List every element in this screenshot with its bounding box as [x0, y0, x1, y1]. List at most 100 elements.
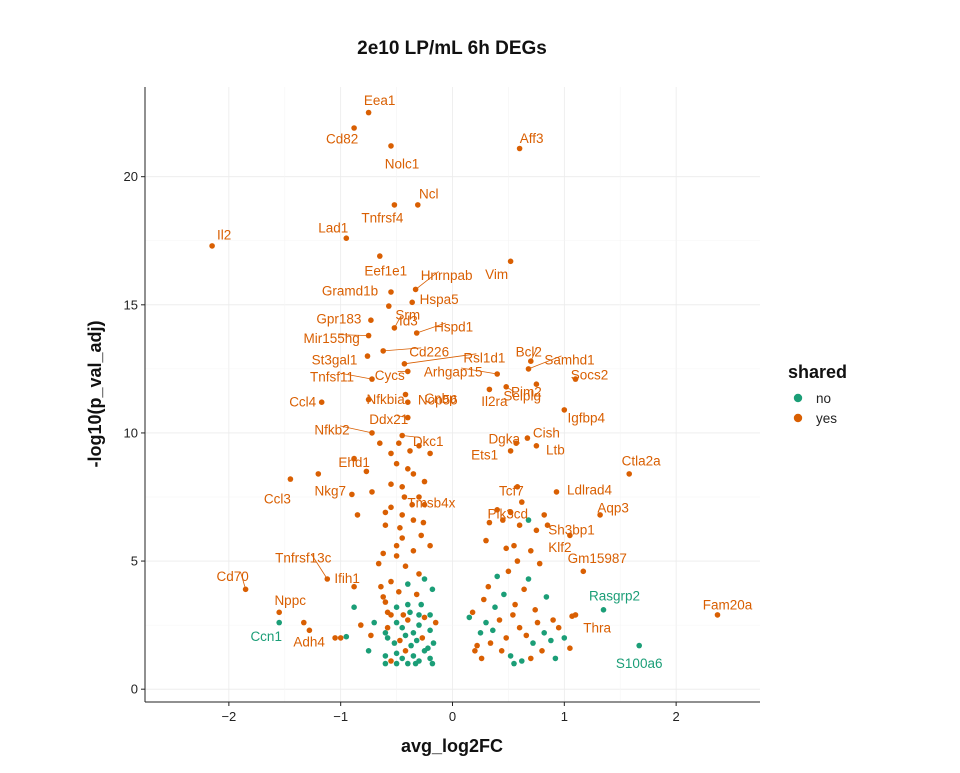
data-point — [388, 578, 394, 585]
data-point — [516, 624, 523, 631]
x-axis-title: avg_log2FC — [401, 736, 503, 756]
data-point — [382, 653, 389, 659]
data-point — [486, 519, 493, 526]
labeled-data-point — [386, 303, 392, 309]
gene-label: Cd70 — [216, 569, 248, 584]
data-point — [516, 522, 523, 528]
data-point — [397, 637, 403, 644]
data-point — [382, 630, 389, 636]
gene-label: Il2ra — [481, 394, 508, 409]
data-point — [363, 468, 370, 475]
gene-label: Gramd1b — [322, 284, 378, 299]
data-points — [209, 109, 721, 667]
labeled-data-point — [507, 448, 514, 454]
labeled-data-point — [369, 376, 375, 382]
gene-label: Bcl2 — [516, 345, 542, 360]
labeled-data-point — [364, 353, 371, 359]
data-point — [421, 501, 428, 508]
data-point — [421, 478, 428, 485]
labeled-data-point — [318, 399, 325, 406]
data-point — [377, 440, 383, 447]
gene-label: Ifih1 — [334, 571, 360, 586]
data-point — [407, 448, 413, 454]
y-axis-title: -log10(p_val_adj) — [85, 320, 105, 467]
data-point — [416, 612, 422, 618]
data-point — [393, 650, 400, 657]
data-point — [378, 583, 384, 590]
data-point — [418, 601, 425, 608]
labeled-data-point — [391, 202, 398, 208]
data-point — [375, 560, 382, 567]
data-point — [536, 560, 543, 567]
label-leader-line — [339, 334, 369, 336]
data-point — [405, 466, 411, 472]
gene-label: Arhgap15 — [424, 365, 483, 380]
data-point — [405, 660, 411, 667]
x-tick-label: 1 — [561, 709, 568, 724]
data-point — [413, 637, 420, 644]
data-point — [388, 450, 394, 457]
data-point — [420, 519, 427, 526]
labeled-data-point — [402, 391, 409, 398]
label-leader-line — [505, 386, 515, 393]
data-point — [393, 660, 400, 667]
gene-label: Hspd1 — [434, 320, 473, 335]
gene-label: Sh3bp1 — [548, 523, 595, 538]
data-point — [408, 642, 414, 649]
data-point — [427, 542, 433, 549]
point-labels: Eea1 Cd82 Nolc1 Aff3 Ncl Tnfrsf4 Lad1 Il2 Eef1e1… — [216, 93, 752, 671]
data-point — [399, 484, 406, 490]
labeled-data-point — [580, 568, 587, 575]
gene-label: Ccn1 — [250, 629, 282, 644]
gene-label: Gm15987 — [568, 551, 627, 566]
y-tick-label: 20 — [124, 169, 138, 184]
label-leader-line — [416, 322, 446, 334]
legend-key-no — [793, 393, 803, 403]
data-point — [548, 637, 554, 644]
label-leader-line — [528, 355, 562, 370]
labeled-data-point — [409, 299, 416, 306]
labeled-data-point — [507, 258, 514, 265]
data-point — [511, 660, 517, 667]
labeled-data-point — [369, 430, 375, 436]
data-point — [501, 591, 507, 598]
label-leader-line — [240, 572, 246, 590]
y-tick-label: 5 — [131, 554, 138, 569]
gene-label: Cycs — [375, 368, 405, 383]
labeled-data-point — [391, 325, 398, 331]
data-point — [369, 489, 375, 495]
data-point — [512, 601, 518, 608]
labeled-data-point — [368, 317, 374, 324]
data-point — [393, 542, 400, 549]
labeled-data-point — [276, 609, 283, 616]
labeled-data-point — [287, 476, 294, 482]
labeled-data-point — [365, 396, 372, 403]
label-leader-line — [402, 435, 421, 438]
gene-label: Tnfrsf4 — [361, 210, 404, 225]
labeled-data-point — [714, 612, 721, 618]
data-point — [402, 563, 409, 569]
gene-label: Hspa5 — [420, 292, 459, 307]
data-point — [514, 558, 521, 564]
labeled-data-point — [365, 109, 372, 116]
data-point — [399, 624, 406, 631]
labeled-data-point — [513, 440, 519, 447]
label-leader-line — [461, 367, 498, 375]
gene-label: Nop56 — [418, 393, 458, 408]
label-leader-line — [394, 316, 401, 329]
legend-key-yes — [793, 413, 803, 423]
labeled-data-point — [332, 635, 338, 641]
data-point — [397, 525, 403, 531]
gridlines — [145, 87, 760, 702]
labeled-data-point — [597, 512, 603, 518]
data-point — [567, 645, 573, 651]
gene-label: Dkc1 — [413, 434, 444, 449]
data-point — [481, 596, 487, 603]
data-point — [402, 632, 409, 639]
data-point — [528, 655, 534, 662]
data-point — [552, 655, 559, 662]
data-point — [384, 635, 391, 641]
legend-title: shared — [788, 362, 847, 382]
data-point — [382, 522, 389, 528]
